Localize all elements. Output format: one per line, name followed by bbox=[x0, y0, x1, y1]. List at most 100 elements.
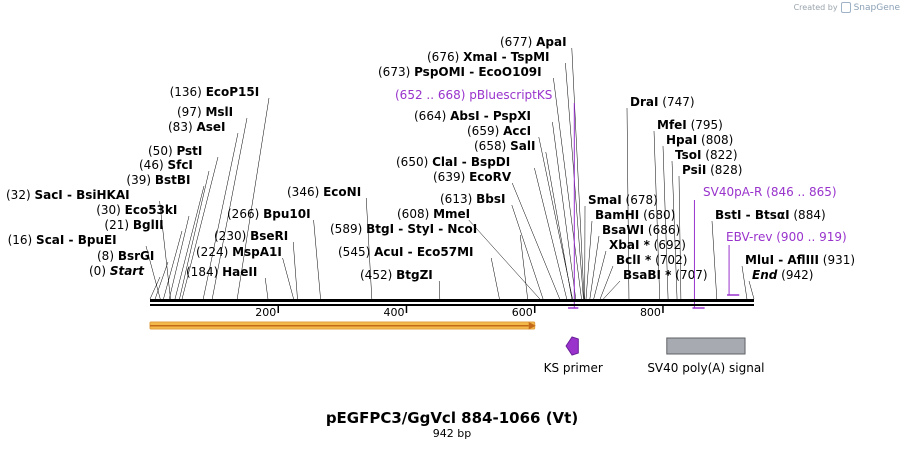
site-sfci[interactable]: (46) SfcI bbox=[139, 158, 193, 172]
site-label-mlui-afliii: MluI - AflIII (931) bbox=[745, 253, 855, 267]
site-bsabi[interactable]: BsaBI * (707) bbox=[623, 268, 708, 282]
site-label-drai: DraI (747) bbox=[630, 95, 695, 109]
site-label-smai: SmaI (678) bbox=[588, 193, 658, 207]
site-label-psti: (50) PstI bbox=[148, 144, 202, 158]
site-label-hpai: HpaI (808) bbox=[666, 133, 733, 147]
site-line-ecop15i bbox=[236, 97, 270, 300]
site-mlui-afliii[interactable]: MluI - AflIII (931) bbox=[745, 253, 855, 267]
site-line-bbsi bbox=[511, 204, 544, 300]
site-asei[interactable]: (83) AseI bbox=[168, 120, 226, 134]
tick-label-400: 400 bbox=[383, 306, 404, 319]
site-xmai-tspmi[interactable]: (676) XmaI - TspMI bbox=[427, 50, 549, 64]
site-line-mspa1i bbox=[282, 257, 294, 300]
site-label-apai: (677) ApaI bbox=[500, 35, 567, 49]
credit-brand: SnapGene bbox=[853, 2, 900, 13]
feature-sv40-polya[interactable]: SV40 poly(A) signal bbox=[647, 337, 765, 375]
site-bcli[interactable]: BclI * (702) bbox=[616, 253, 687, 267]
site-eco53ki[interactable]: (30) Eco53kI bbox=[96, 203, 177, 217]
site-label-btgzi: (452) BtgZI bbox=[360, 268, 433, 282]
site-tsoi[interactable]: TsoI (822) bbox=[675, 148, 738, 162]
site-apai[interactable]: (677) ApaI bbox=[500, 35, 567, 49]
site-msli[interactable]: (97) MslI bbox=[177, 105, 233, 119]
site-line-btgi-styi-ncoi bbox=[519, 234, 528, 300]
site-label-tsoi: TsoI (822) bbox=[675, 148, 738, 162]
site-line-bsrgi bbox=[154, 261, 169, 300]
site-label-end: End (942) bbox=[752, 268, 813, 282]
site-bseri[interactable]: (230) BseRI bbox=[214, 229, 288, 243]
site-haeii[interactable]: (184) HaeII bbox=[186, 265, 257, 279]
site-line-psii bbox=[678, 175, 682, 300]
site-label-eco53ki: (30) Eco53kI bbox=[96, 203, 177, 217]
site-label-bamhi: BamHI (680) bbox=[595, 208, 675, 222]
site-bstbi[interactable]: (39) BstBI bbox=[126, 173, 190, 187]
site-line-econi bbox=[365, 197, 373, 300]
site-mfei[interactable]: MfeI (795) bbox=[657, 118, 723, 132]
feature-ks-primer[interactable]: KS primer bbox=[544, 336, 603, 375]
site-label-mfei: MfeI (795) bbox=[657, 118, 723, 132]
map-length: 942 bp bbox=[433, 427, 471, 440]
site-drai[interactable]: DraI (747) bbox=[630, 95, 695, 109]
site-label-saci-bsihkai: (32) SacI - BsiHKAI bbox=[6, 188, 130, 202]
feature-label-sv40-polya: SV40 poly(A) signal bbox=[647, 361, 764, 375]
primer-pbluescriptks[interactable]: (652 .. 668) pBluescriptKS bbox=[395, 88, 579, 309]
site-mspa1i[interactable]: (224) MspA1I bbox=[196, 245, 282, 259]
primer-ebv-rev[interactable]: EBV-rev (900 .. 919) bbox=[726, 230, 847, 296]
site-label-bsabi: BsaBI * (707) bbox=[623, 268, 708, 282]
site-pspomi-ecoo109i[interactable]: (673) PspOMI - EcoO109I bbox=[378, 65, 542, 79]
site-bamhi[interactable]: BamHI (680) bbox=[595, 208, 675, 222]
site-line-mfei bbox=[653, 130, 660, 300]
site-label-bbsi: (613) BbsI bbox=[440, 192, 505, 206]
site-line-msli bbox=[211, 117, 248, 300]
site-acui-eco57mi[interactable]: (545) AcuI - Eco57MI bbox=[338, 245, 474, 259]
site-label-start: (0) Start bbox=[89, 264, 145, 278]
site-label-mspa1i: (224) MspA1I bbox=[196, 245, 282, 259]
site-line-bamhi bbox=[585, 220, 593, 300]
site-bsrgi[interactable]: (8) BsrGI bbox=[97, 249, 154, 263]
site-psti[interactable]: (50) PstI bbox=[148, 144, 202, 158]
site-line-scai-bpuei bbox=[145, 245, 161, 300]
site-bsti-bts-i[interactable]: BstI - BtsαI (884) bbox=[715, 208, 826, 222]
site-sali[interactable]: (658) SalI bbox=[474, 139, 535, 153]
site-scai-bpuei[interactable]: (16) ScaI - BpuEI bbox=[8, 233, 117, 247]
site-label-bstbi: (39) BstBI bbox=[126, 173, 190, 187]
site-btgi-styi-ncoi[interactable]: (589) BtgI - StyI - NcoI bbox=[330, 222, 477, 236]
site-label-pspomi-ecoo109i: (673) PspOMI - EcoO109I bbox=[378, 65, 542, 79]
site-label-xmai-tspmi: (676) XmaI - TspMI bbox=[427, 50, 549, 64]
site-ecorv[interactable]: (639) EcoRV bbox=[433, 170, 512, 184]
site-psii[interactable]: PsiI (828) bbox=[682, 163, 742, 177]
site-bpu10i[interactable]: (266) Bpu10I bbox=[227, 207, 311, 221]
site-mmei[interactable]: (608) MmeI bbox=[397, 207, 470, 221]
tick-label-800: 800 bbox=[640, 306, 661, 319]
site-hpai[interactable]: HpaI (808) bbox=[666, 133, 733, 147]
site-start[interactable]: (0) Start bbox=[89, 264, 145, 278]
site-line-psti bbox=[181, 156, 219, 300]
snapgene-credit: Created by SnapGene bbox=[794, 2, 900, 13]
site-econi[interactable]: (346) EcoNI bbox=[287, 185, 361, 199]
site-label-btgi-styi-ncoi: (589) BtgI - StyI - NcoI bbox=[330, 222, 477, 236]
site-line-acci bbox=[538, 136, 573, 300]
site-btgzi[interactable]: (452) BtgZI bbox=[360, 268, 433, 282]
site-label-acui-eco57mi: (545) AcuI - Eco57MI bbox=[338, 245, 474, 259]
feature-label-ks-primer: KS primer bbox=[544, 361, 603, 375]
site-ecop15i[interactable]: (136) EcoP15I bbox=[170, 85, 260, 99]
site-bbsi[interactable]: (613) BbsI bbox=[440, 192, 505, 206]
site-absi-pspxi[interactable]: (664) AbsI - PspXI bbox=[414, 109, 531, 123]
site-xbai[interactable]: XbaI * (692) bbox=[609, 238, 686, 252]
orf-arrow[interactable] bbox=[149, 321, 536, 330]
site-smai[interactable]: SmaI (678) bbox=[588, 193, 658, 207]
site-bsawi[interactable]: BsaWI (686) bbox=[602, 223, 680, 237]
site-line-bpu10i bbox=[313, 219, 321, 300]
snapgene-logo-icon bbox=[840, 2, 851, 13]
site-clai-bspdi[interactable]: (650) ClaI - BspDI bbox=[396, 155, 510, 169]
site-bglii[interactable]: (21) BglII bbox=[104, 218, 163, 232]
primer-label-sv40pa-r: SV40pA-R (846 .. 865) bbox=[703, 185, 837, 199]
site-saci-bsihkai[interactable]: (32) SacI - BsiHKAI bbox=[6, 188, 130, 202]
site-line-saci-bsihkai bbox=[159, 200, 171, 300]
site-acci[interactable]: (659) AccI bbox=[467, 124, 531, 138]
sequence-bar bbox=[150, 299, 754, 306]
primer-sv40pa-r[interactable]: SV40pA-R (846 .. 865) bbox=[692, 185, 837, 309]
site-line-clai-bspdi bbox=[534, 167, 568, 300]
site-label-msli: (97) MslI bbox=[177, 105, 233, 119]
site-line-start bbox=[149, 276, 161, 300]
site-end[interactable]: End (942) bbox=[752, 268, 813, 282]
